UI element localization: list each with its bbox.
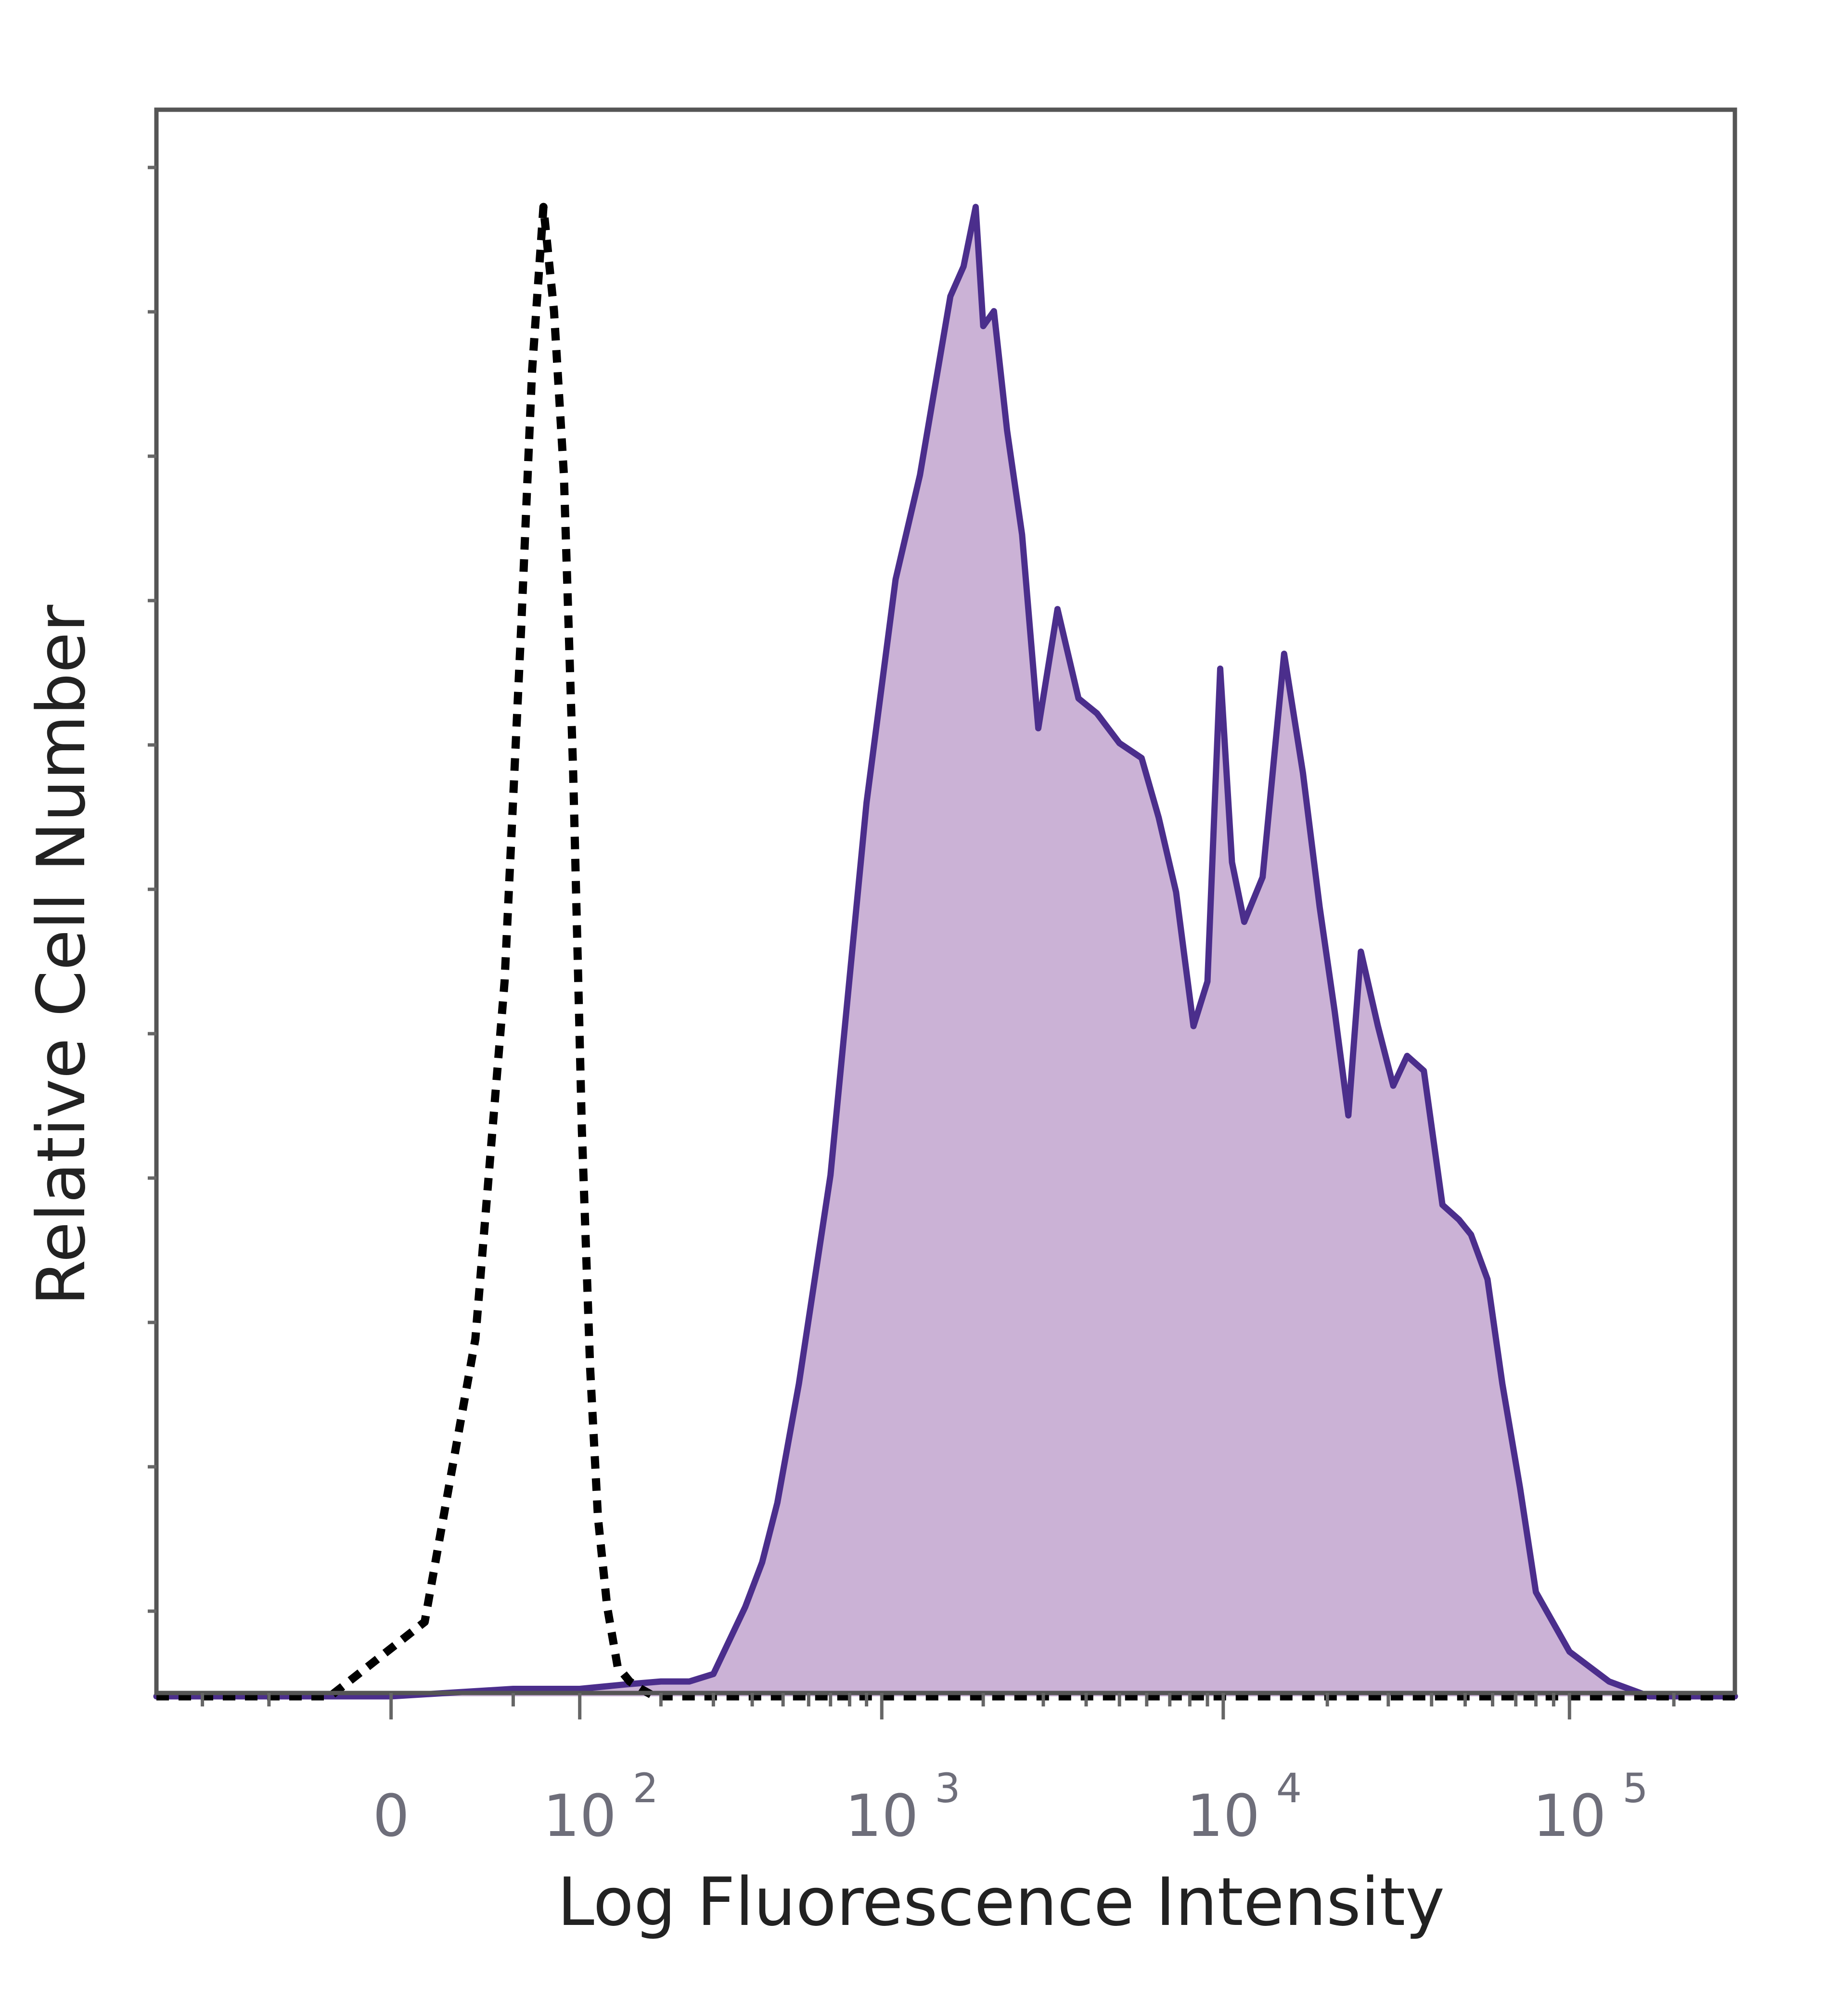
y-axis-title: Relative Cell Number [23, 604, 100, 1306]
plot-frame [154, 107, 1737, 1695]
x-tick-label: 10 [543, 1783, 616, 1850]
x-tick-label: 10 [1533, 1783, 1606, 1850]
plot-area [153, 203, 1738, 1701]
x-tick-exponent: 4 [1276, 1765, 1302, 1812]
x-tick-label: 0 [372, 1783, 409, 1850]
axis-ticks: 0 10 2 10 3 10 4 10 5 [148, 166, 1676, 1850]
series-1-area [156, 207, 1735, 1696]
x-tick-label: 10 [1186, 1783, 1260, 1850]
x-tick-exponent: 3 [935, 1765, 960, 1812]
series-1-line [153, 204, 1738, 1700]
x-tick-label: 10 [845, 1783, 919, 1850]
x-axis-title: Log Fluorescence Intensity [557, 1863, 1445, 1941]
x-tick-exponent: 2 [633, 1765, 658, 1812]
x-tick-exponent: 5 [1622, 1765, 1648, 1812]
